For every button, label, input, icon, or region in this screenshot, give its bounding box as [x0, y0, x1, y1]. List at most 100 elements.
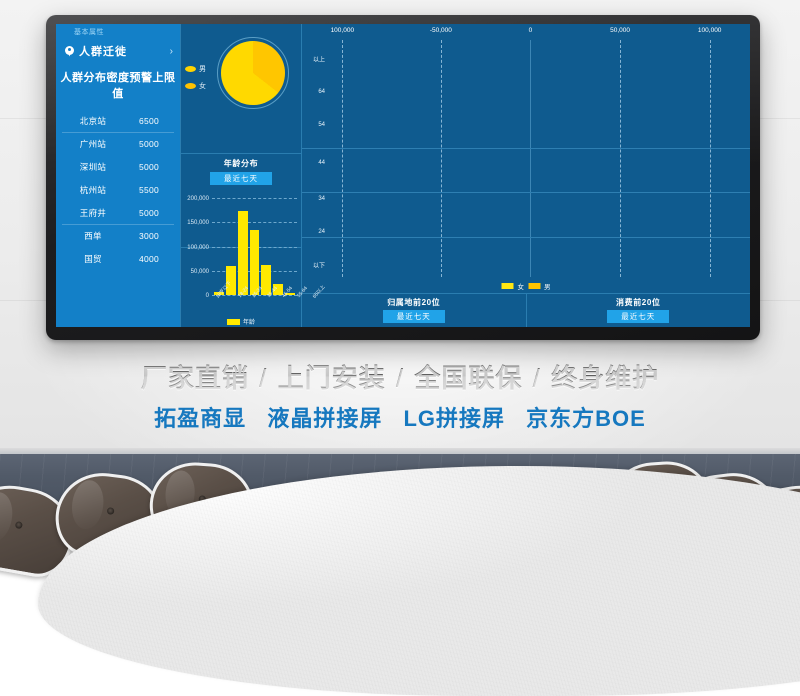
y-tick-label: 150,000 [187, 220, 209, 227]
sidebar-item-crowd-migration[interactable]: 人群迁徙 › [56, 37, 180, 65]
legend-label: 年龄 [242, 320, 256, 326]
bar[interactable] [225, 265, 236, 295]
spending-range-button[interactable]: 最近七天 [607, 310, 670, 323]
table-row[interactable]: 国贸 4000 [62, 247, 174, 270]
origin-range-button[interactable]: 最近七天 [382, 310, 445, 323]
bar[interactable] [237, 210, 248, 295]
legend-swatch-icon [185, 83, 196, 89]
station-name: 杭州站 [79, 184, 107, 195]
legend-item-female[interactable]: 女 [185, 81, 206, 91]
y-tick-label: 以上 [312, 57, 325, 64]
station-name: 北京站 [79, 115, 107, 126]
legend-swatch-icon [226, 318, 240, 325]
station-name: 王府井 [79, 207, 107, 218]
station-name: 深圳站 [79, 161, 107, 172]
promo-brand: 拓盈商显 [154, 406, 247, 431]
panel-title: 归属地前20位 [387, 298, 441, 307]
promo-brand: LG拼接屏 [403, 406, 506, 431]
x-tick-label: 100,000 [697, 27, 722, 34]
bottom-panel-row: 归属地前20位 最近七天 消费前20位 最近七天 [302, 293, 750, 327]
threshold-table: 北京站 6500 广州站 5000 深圳站 5000 杭州站 5500 王府井 [56, 109, 180, 270]
pyramid-row [302, 72, 750, 100]
x-tick-label: 100,000 [330, 27, 355, 34]
gridline-vertical [709, 40, 711, 277]
middle-column: 男 女 年龄分布 最近七天 [180, 24, 326, 327]
age-legend[interactable]: 年龄 [226, 317, 256, 326]
legend-label: 女 [199, 83, 206, 90]
promo-line-2: 拓盈商显 液晶拼接屏 LG拼接屏 京东方BOE [0, 401, 800, 433]
station-value: 5000 [138, 207, 160, 218]
gridline-vertical [342, 40, 344, 277]
promo-item: 上门安装 [277, 363, 386, 393]
gridline-horizontal [302, 192, 750, 194]
table-row[interactable]: 西单 3000 [62, 224, 174, 247]
legend-swatch-icon [185, 66, 196, 72]
gender-legend: 男 女 [185, 64, 206, 98]
age-bar-plot: 200,000 150,000 100,000 50,000 0 [181, 196, 301, 299]
y-tick-label: 以下 [312, 263, 325, 270]
y-tick-label: 24 [318, 228, 325, 235]
promo-brand: 液晶拼接屏 [267, 406, 383, 431]
age-range-button[interactable]: 最近七天 [210, 172, 272, 185]
pyramid-row [302, 225, 750, 251]
promo-separator: / [532, 363, 541, 393]
station-value: 5500 [138, 184, 160, 195]
station-value: 5000 [138, 161, 160, 172]
x-tick-label: 50,000 [610, 27, 631, 34]
x-tick-label: 0 [528, 27, 533, 34]
table-row[interactable]: 杭州站 5500 [62, 178, 174, 201]
gender-pie-chart[interactable] [217, 37, 289, 109]
gender-pie-panel: 男 女 [181, 24, 301, 154]
legend-label: 女 [517, 284, 525, 291]
sidebar: 基本属性 人群迁徙 › 人群分布密度预警上限值 北京站 6500 广州站 500… [56, 24, 180, 327]
pyramid-row [302, 260, 750, 282]
pyramid-row [302, 187, 750, 215]
location-pin-icon [65, 45, 74, 57]
legend-swatch-icon [528, 283, 540, 289]
pie-outer-ring [217, 37, 289, 109]
y-tick-label: 50,000 [190, 268, 209, 275]
y-tick-label: 64 [318, 89, 325, 96]
age-x-axis-labels: 18岁以下 18-24 25-34 35-44 45-54 55-64 65以上 [212, 280, 326, 319]
age-bars [212, 198, 297, 295]
legend-swatch-icon [501, 283, 514, 289]
baseboard [0, 448, 800, 454]
promo-item: 终身维护 [551, 363, 660, 393]
bar[interactable] [214, 292, 224, 295]
y-tick-label: 200,000 [187, 196, 209, 202]
promo-separator: / [395, 363, 405, 393]
bar[interactable] [261, 264, 272, 295]
gridline-axis-center [530, 40, 532, 277]
y-tick-label: 100,000 [187, 244, 209, 251]
bar[interactable] [249, 229, 260, 295]
bar[interactable] [285, 292, 296, 295]
dashboard-screen: 基本属性 人群迁徙 › 人群分布密度预警上限值 北京站 6500 广州站 500… [56, 24, 750, 327]
promo-brand: 京东方BOE [526, 406, 646, 431]
station-value: 4000 [138, 253, 160, 264]
spending-top20-panel: 消费前20位 最近七天 [525, 294, 751, 327]
legend-item-male[interactable]: 男 [185, 64, 206, 74]
x-tick-label: -50,000 [429, 27, 452, 34]
age-panel-title: 年龄分布 [223, 159, 259, 168]
age-distribution-panel: 年龄分布 最近七天 200,000 150,000 100,000 5 [181, 154, 326, 327]
sidebar-tab-basic-attributes[interactable]: 基本属性 [74, 29, 104, 36]
table-row[interactable]: 王府井 5000 [62, 201, 174, 224]
promo-separator: / [259, 363, 268, 393]
pyramid-row [302, 44, 750, 66]
sidebar-table-heading: 人群分布密度预警上限值 [60, 72, 176, 100]
sidebar-nav-title: 人群迁徙 [79, 46, 127, 58]
chevron-right-icon[interactable]: › [169, 45, 173, 57]
gridline-horizontal [302, 147, 750, 149]
pyramid-x-axis: 100,000 -50,000 0 50,000 100,000 [302, 24, 750, 40]
table-row[interactable]: 北京站 6500 [62, 109, 174, 132]
table-row[interactable]: 广州站 5000 [62, 132, 174, 155]
origin-top20-panel: 归属地前20位 最近七天 [302, 294, 526, 327]
promo-item: 厂家直销 [140, 363, 249, 393]
table-row[interactable]: 深圳站 5000 [62, 155, 174, 178]
bar[interactable] [273, 283, 284, 295]
legend-label: 男 [199, 66, 206, 73]
pyramid-legend: 女 男 [501, 281, 551, 291]
video-wall-display: 基本属性 人群迁徙 › 人群分布密度预警上限值 北京站 6500 广州站 500… [46, 15, 760, 340]
y-tick-label: 34 [318, 195, 325, 202]
pyramid-row [302, 113, 750, 139]
